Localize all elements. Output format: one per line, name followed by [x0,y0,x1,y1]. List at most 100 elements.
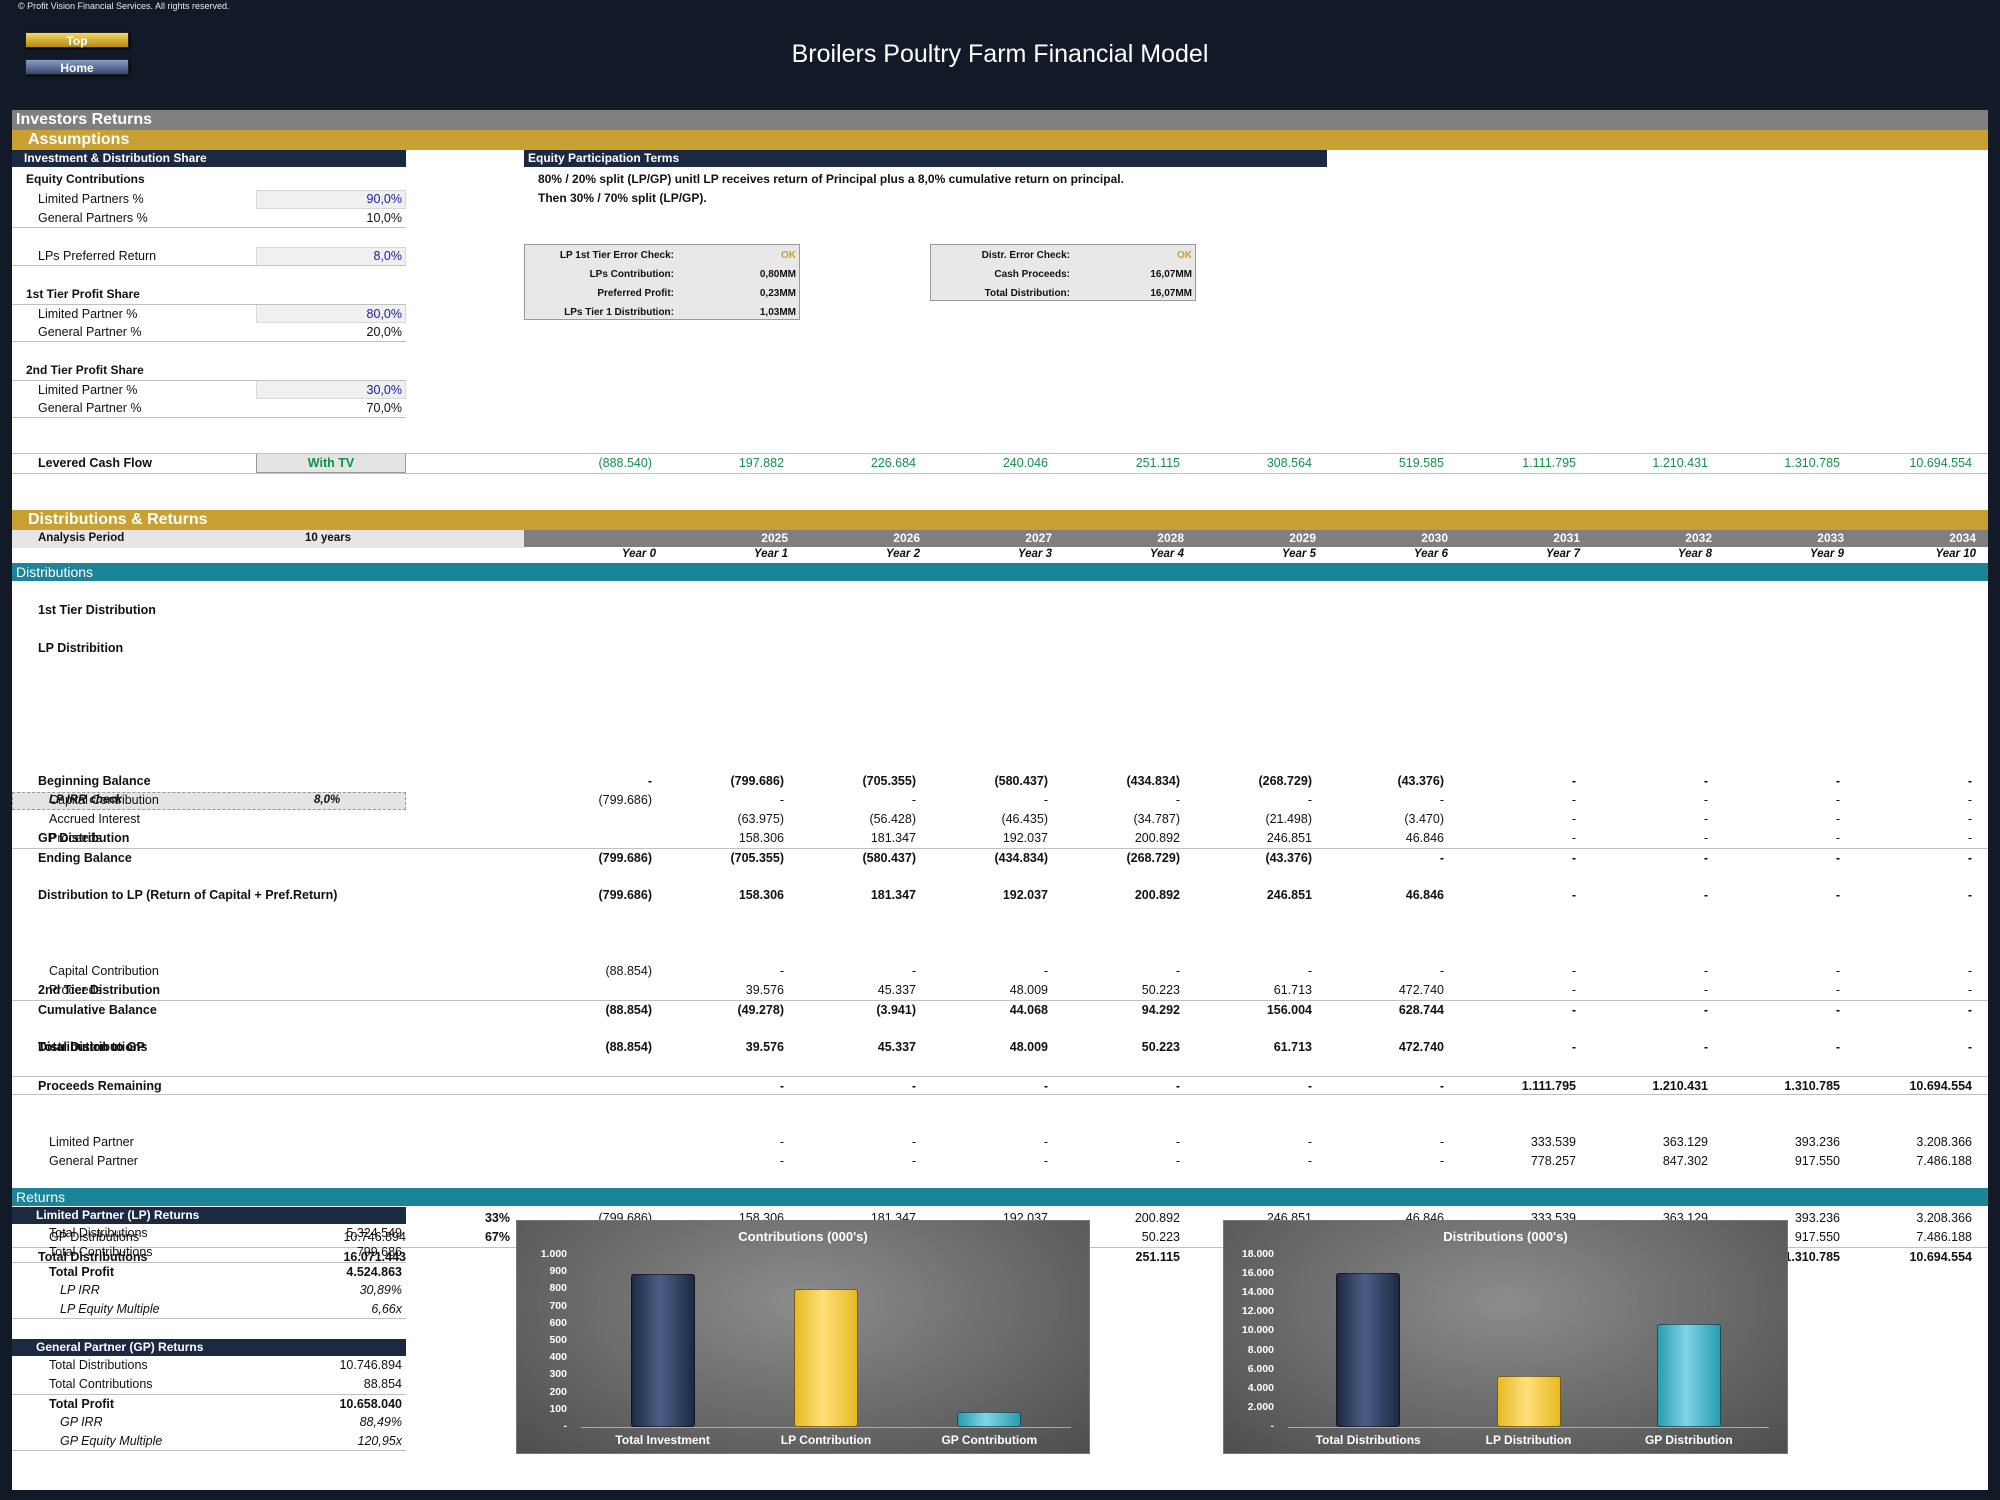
chart-bar [957,1411,1022,1427]
y-tick-label: 6.000 [1247,1362,1274,1375]
table-row: Capital Contribution (88.854) - - - - - - - - - - [12,962,1988,981]
row-value: - [1571,793,1576,807]
year-index: Year 4 [1149,548,1184,560]
y-tick-label: 14.000 [1241,1286,1274,1299]
row-value: - [911,1135,916,1149]
row-value: 50.223 [1141,983,1180,997]
row-value: (705.355) [862,774,916,788]
table-row: Limited Partner - - - - - - 333.539 363.129 393.2… [12,1133,1988,1152]
levered-value: (888.540) [598,456,652,470]
irr-check-value: 8,0% [314,794,341,806]
table-row: Ending Balance (799.686) (705.355) (580.437… [12,848,1988,867]
row-value: 156.004 [1266,1003,1312,1017]
y-tick-label: 700 [549,1299,567,1312]
row-value: - [1703,831,1708,845]
year-index: Year 5 [1281,548,1316,560]
period-label: Analysis Period [38,532,125,544]
table-row: Accrued Interest (63.975) (56.428) (46.435)… [12,810,1988,829]
table-row: Distribution to LP (Return of Capital + … [12,886,1988,905]
row-value: 3.208.366 [1916,1211,1972,1225]
row-value: 200.892 [1134,888,1180,902]
year-header-bar [524,530,1988,547]
row-value: (799.686) [598,888,652,902]
return-row: GP IRR 88,49% [12,1413,406,1432]
lp-returns-header: Limited Partner (LP) Returns [12,1207,406,1224]
t2-lp-value: 30,0% [366,383,402,397]
row-value: 158.306 [738,831,784,845]
row-value: (3.470) [1404,812,1444,826]
row-value: (799.686) [598,793,652,807]
row-value: - [1835,793,1840,807]
row-value: 46.846 [1405,831,1444,845]
irr-check-label: LP IRR check [49,794,123,806]
row-value: - [1439,851,1444,865]
year-index: Year 8 [1677,548,1712,560]
return-label: Total Profit [49,1397,115,1411]
gp-returns-header: General Partner (GP) Returns [12,1339,406,1356]
row-label: Capital Contribution [49,964,159,978]
chart-bar [794,1289,858,1427]
tier2-dist-heading: 2nd Tier Distribution [38,983,160,997]
t2-gp-value: 70,0% [366,401,402,415]
row-value: (49.278) [737,1003,784,1017]
table-row: Beginning Balance - (799.686) (705.355) (580… [12,772,1988,791]
distributions-band: Distributions & Returns [12,510,1988,530]
return-value: 10.658.040 [339,1397,402,1411]
row-value: - [911,1154,916,1168]
row-value: (46.435) [1001,812,1048,826]
lp-pct-input[interactable] [256,190,406,209]
row-label: Total Distributions [38,1250,148,1264]
year-index: Year 0 [621,548,656,560]
year-label: 2028 [1157,531,1184,545]
row-label: Capital Contribution [49,793,159,807]
t1-gp-label: General Partner % [38,325,142,339]
year-index: Year 10 [1935,548,1977,560]
row-label: Beginning Balance [38,774,151,788]
y-tick-label: 1.000 [540,1248,567,1260]
top-button[interactable]: Top [25,32,129,48]
distribution-check-box: Distr. Error Check: OK Cash Proceeds: 16,07… [930,244,1196,301]
chart-bar [1336,1273,1401,1427]
check-value: 1,03MM [759,307,796,318]
table-row: Distribution to GP (88.854) 39.576 45.337 48… [12,1038,1988,1057]
row-value: - [1835,851,1840,865]
row-value: 363.129 [1662,1135,1708,1149]
year-index: Year 2 [885,548,920,560]
table-row: Capital Contribution (799.686) - - - - - - - - - - [12,791,1988,810]
row-label: General Partner [49,1154,138,1168]
levered-value: 10.694.554 [1909,456,1972,470]
return-label: LP IRR [60,1283,100,1297]
row-value: 917.550 [1794,1154,1840,1168]
home-button[interactable]: Home [25,59,129,75]
row-value: 50.223 [1141,1040,1180,1054]
year-label: 2029 [1289,531,1316,545]
row-value: - [1703,774,1708,788]
return-row: Total Distributions 5.324.549 [12,1224,406,1243]
year-index: Year 9 [1809,548,1844,560]
levered-value: 251.115 [1135,456,1180,470]
year-label: 2033 [1817,531,1844,545]
row-label: Limited Partner [49,1135,134,1149]
check-label: LPs Tier 1 Distribution: [564,307,674,318]
year-label: 2030 [1421,531,1448,545]
y-tick-label: 200 [549,1385,567,1398]
row-value: 200.892 [1134,1211,1180,1225]
row-value: (3.941) [876,1003,916,1017]
return-value: 4.524.863 [346,1265,402,1279]
chart-title: Distributions (000's) [1443,1229,1568,1244]
table-row: Cumulative Balance (88.854) (49.278) (3.941… [12,1000,1988,1019]
row-value: - [1571,964,1576,978]
irr-check-cell [12,792,406,810]
return-value: 6,66x [371,1302,402,1316]
row-value: - [1835,888,1840,902]
year-label: 2031 [1553,531,1580,545]
terms-header: Equity Participation Terms [524,150,1327,167]
year-index: Year 7 [1545,548,1580,560]
row-value: 333.539 [1530,1135,1576,1149]
levered-value: 240.046 [1002,456,1048,470]
y-tick-label: 100 [549,1402,567,1415]
row-value: - [1439,793,1444,807]
return-label: GP IRR [60,1415,103,1429]
row-value: 847.302 [1662,1154,1708,1168]
check-value: 0,80MM [759,269,796,280]
